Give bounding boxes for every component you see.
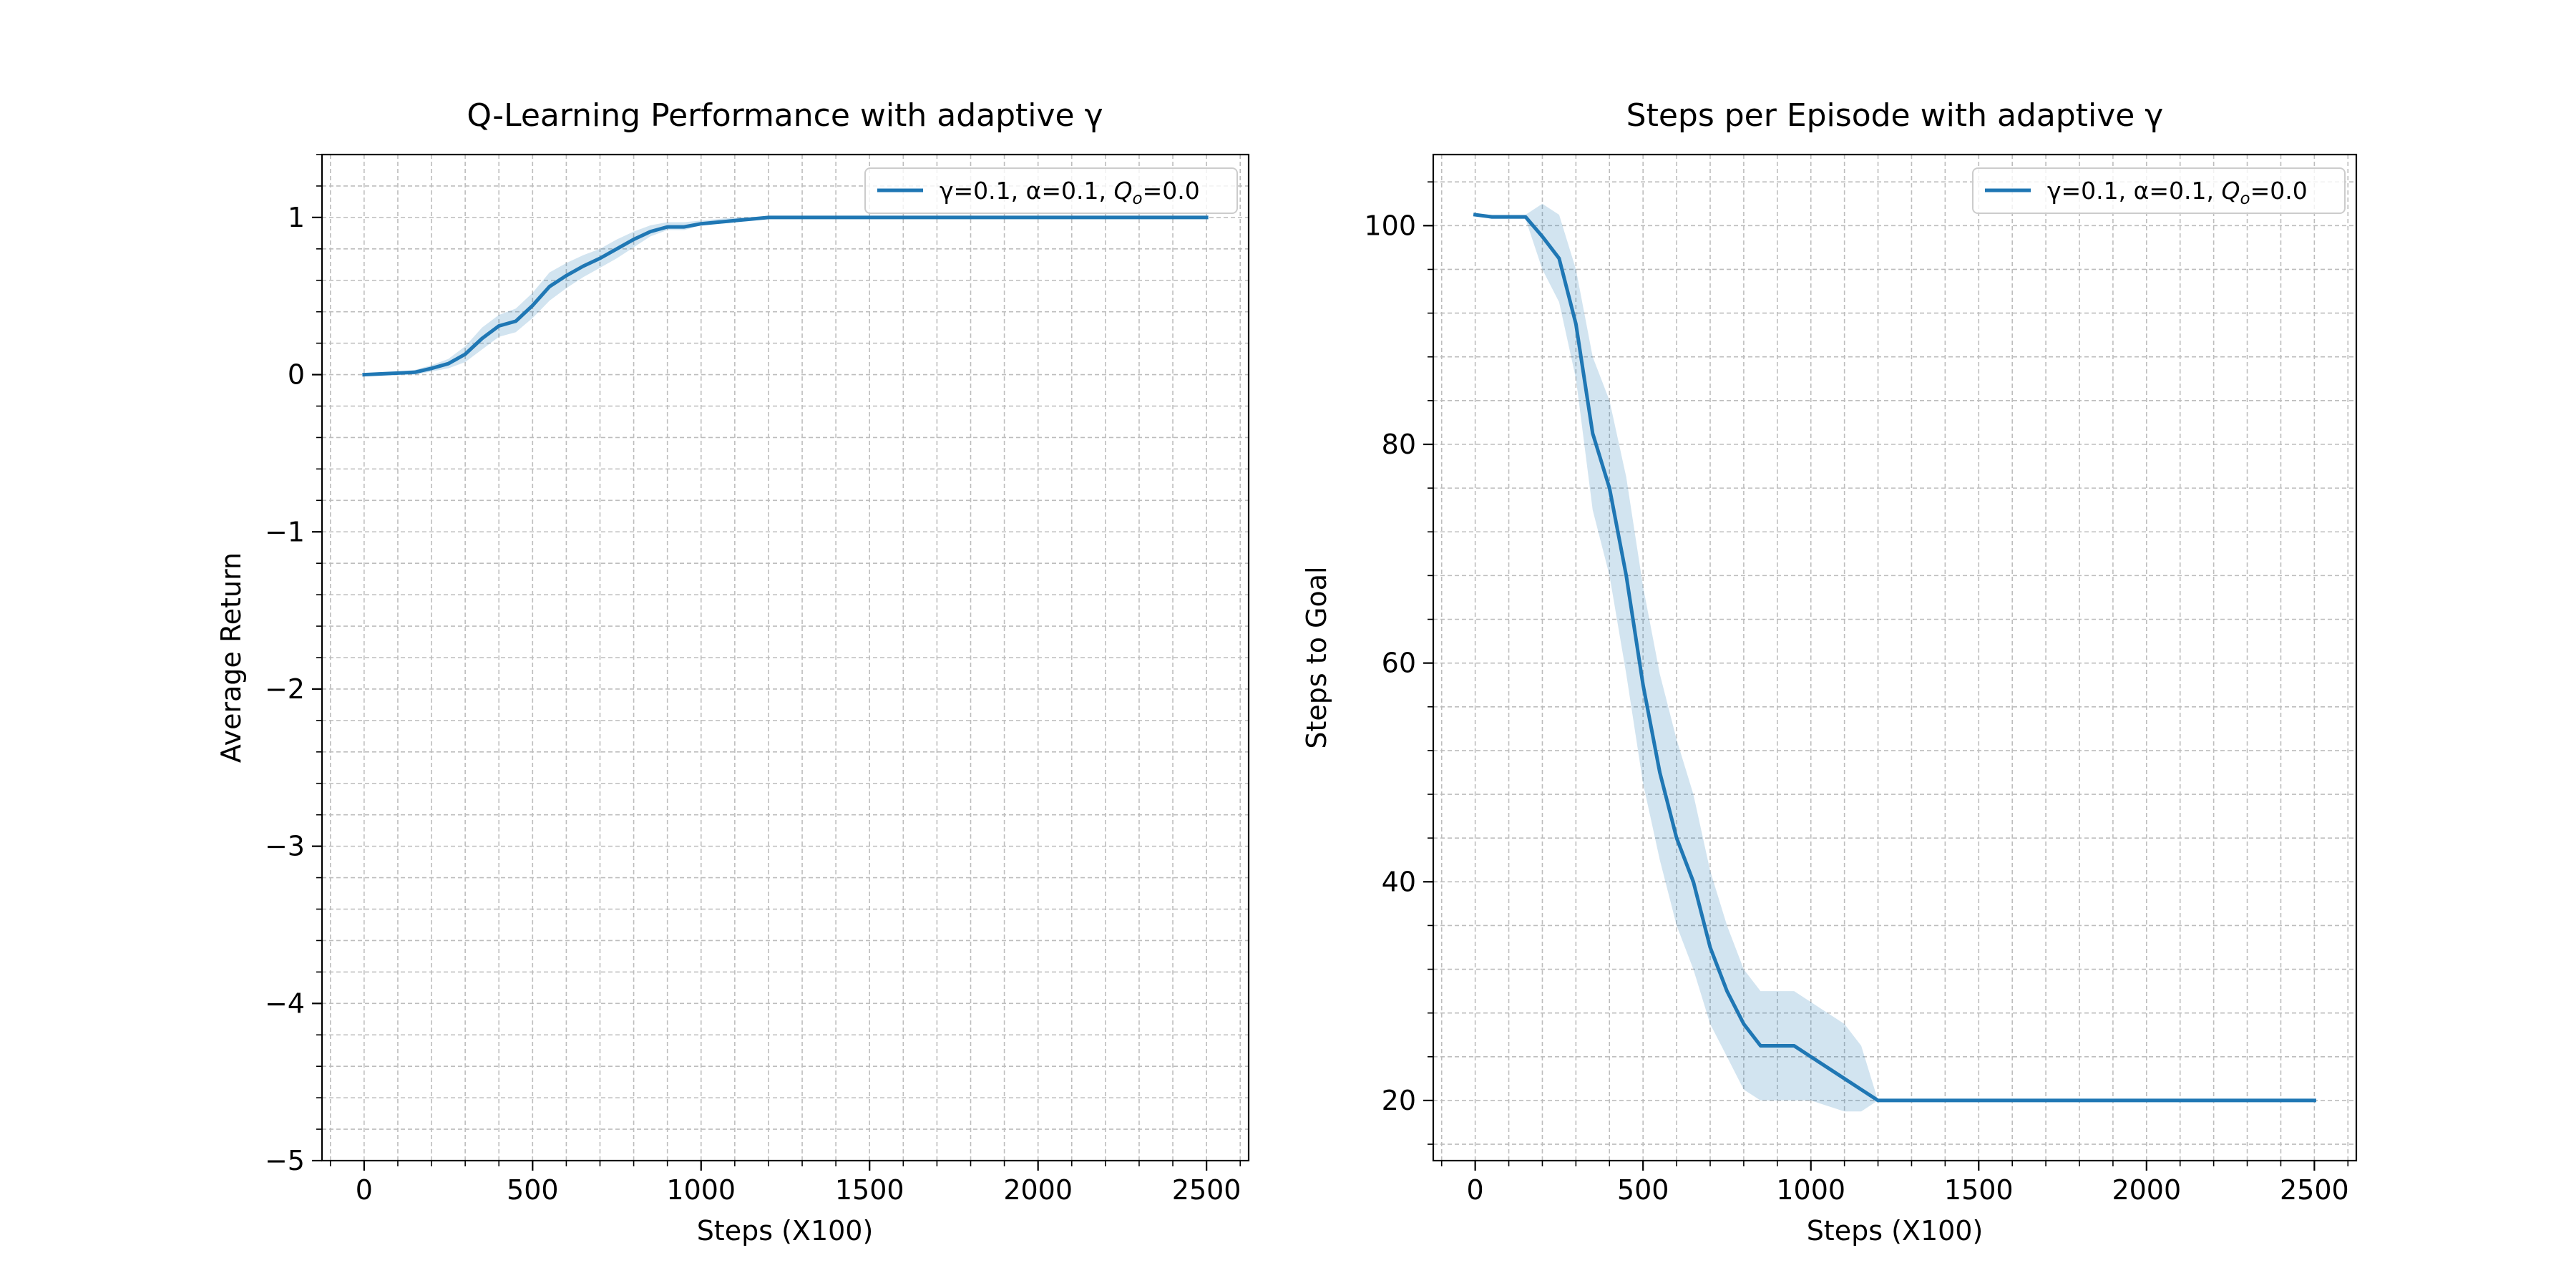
y-axis-label: Steps to Goal [1301, 566, 1332, 748]
y-axis-ticks: 20 40 60 80 100 [1364, 181, 1433, 1145]
y-tick-label: −5 [265, 1145, 305, 1176]
y-tick-label: 100 [1364, 210, 1416, 241]
legend-label-subscript: o [2240, 190, 2250, 208]
x-tick-label: 1000 [666, 1174, 736, 1206]
y-axis-label: Average Return [215, 552, 247, 763]
legend-label: γ=0.1, α=0.1, Qo=0.0 [2047, 177, 2308, 208]
y-tick-label: 20 [1382, 1085, 1416, 1116]
y-tick-label: 80 [1382, 429, 1416, 460]
x-axis-ticks: 0 500 1000 1500 2000 2500 [1440, 1161, 2349, 1206]
plot-area [1433, 155, 2356, 1161]
confidence-band [364, 217, 1207, 375]
chart-title: Q-Learning Performance with adaptive γ [467, 97, 1103, 134]
legend-box [1972, 167, 2346, 214]
legend: γ=0.1, α=0.1, Qo=0.0 [1972, 167, 2346, 214]
legend-box [864, 167, 1238, 214]
x-tick-label: 0 [1467, 1174, 1484, 1206]
y-tick-label: −1 [265, 516, 305, 547]
legend-label-main: γ=0.1, α=0.1, [2047, 177, 2222, 205]
x-tick-label: 500 [507, 1174, 559, 1206]
legend-label-main: γ=0.1, α=0.1, [940, 177, 1114, 205]
x-tick-label: 2000 [2112, 1174, 2181, 1206]
chart-q-learning-performance: 0 500 1000 1500 2000 2500 −5 −4 −3 −2 −1 0 1 Q-Lear… [215, 97, 1250, 1246]
series-line-layer [1473, 213, 2316, 1103]
legend-label-q: Q [2222, 177, 2240, 205]
series-line [1473, 213, 2316, 1103]
x-axis-ticks: 0 500 1000 1500 2000 2500 [329, 1161, 1241, 1206]
y-tick-label: 60 [1382, 648, 1416, 679]
x-tick-label: 2000 [1003, 1174, 1073, 1206]
legend: γ=0.1, α=0.1, Qo=0.0 [864, 167, 1238, 214]
y-tick-label: −4 [265, 987, 305, 1019]
confidence-band-layer [364, 217, 1207, 375]
legend-label-subscript: o [1133, 190, 1143, 208]
x-axis-label: Steps (X100) [1807, 1215, 1984, 1246]
x-axis-label: Steps (X100) [697, 1215, 874, 1246]
legend-label-q: Q [1114, 177, 1133, 205]
y-tick-label: 0 [288, 359, 305, 391]
x-tick-label: 1500 [835, 1174, 904, 1206]
plot-frame [1432, 153, 2358, 1162]
y-tick-label: −3 [265, 831, 305, 862]
x-tick-label: 1000 [1776, 1174, 1845, 1206]
confidence-band-layer [1475, 203, 2315, 1112]
x-tick-label: 500 [1617, 1174, 1669, 1206]
series-line [362, 215, 1209, 377]
legend-label: γ=0.1, α=0.1, Qo=0.0 [940, 177, 1200, 208]
x-tick-label: 2500 [2280, 1174, 2349, 1206]
legend-label-tail: =0.0 [2250, 177, 2308, 205]
x-tick-label: 2500 [1172, 1174, 1241, 1206]
y-tick-label: 1 [288, 202, 305, 233]
series-line-layer [362, 215, 1209, 377]
x-tick-label: 1500 [1944, 1174, 2014, 1206]
y-tick-label: 40 [1382, 866, 1416, 897]
chart-steps-per-episode: 0 500 1000 1500 2000 2500 20 40 60 80 100 Steps p… [1301, 97, 2358, 1246]
x-tick-label: 0 [356, 1174, 373, 1206]
confidence-band [1475, 203, 2315, 1112]
y-tick-label: −2 [265, 673, 305, 705]
legend-label-tail: =0.0 [1143, 177, 1200, 205]
chart-title: Steps per Episode with adaptive γ [1626, 97, 2164, 134]
y-axis-ticks: −5 −4 −3 −2 −1 0 1 [265, 154, 322, 1176]
